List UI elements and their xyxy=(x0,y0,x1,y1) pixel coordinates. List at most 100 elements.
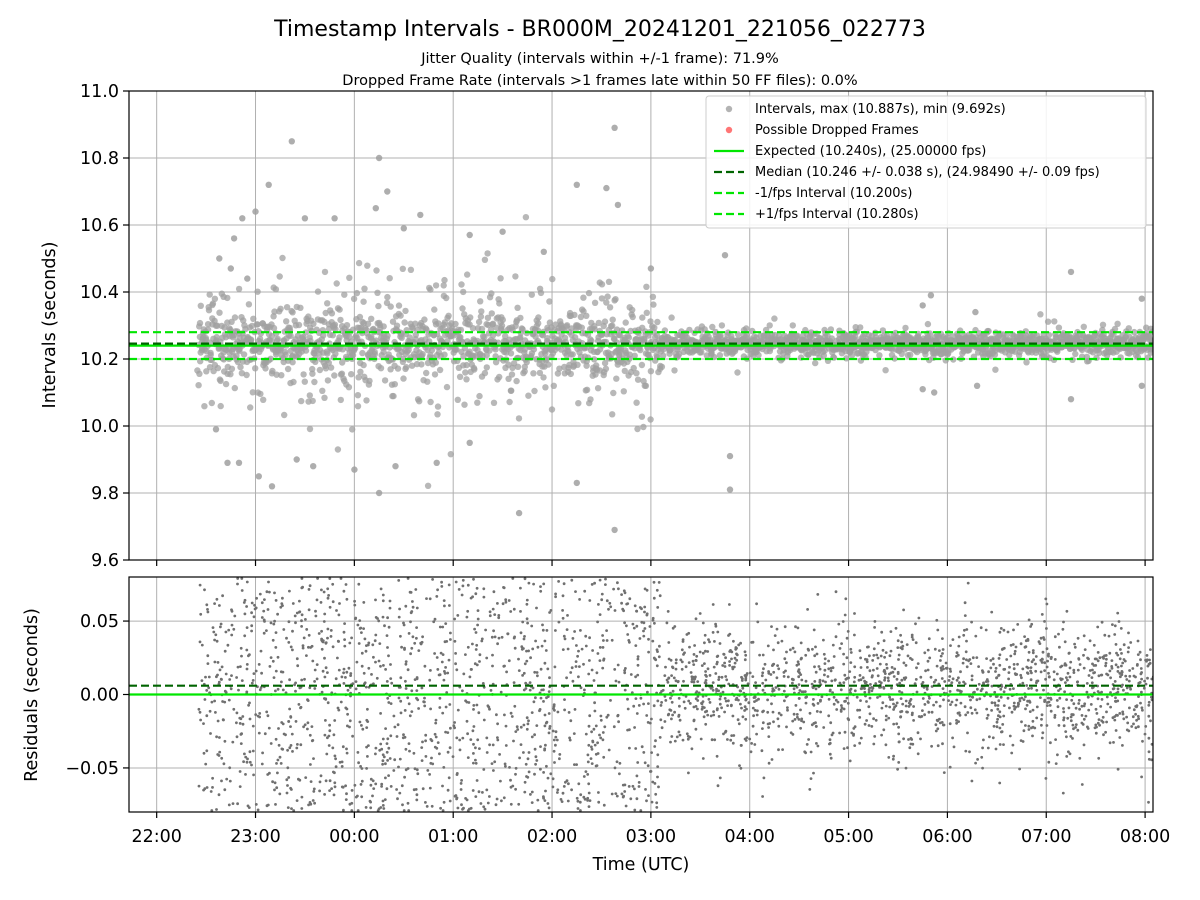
residual-point xyxy=(206,608,209,611)
residual-point xyxy=(1063,640,1067,644)
interval-point xyxy=(1125,325,1133,332)
chart-subtitle-jitter: Jitter Quality (intervals within +/-1 fr… xyxy=(420,51,779,67)
residual-point xyxy=(586,753,590,757)
residual-point xyxy=(974,634,978,638)
residual-point xyxy=(1062,718,1065,722)
residual-point xyxy=(597,800,601,804)
interval-point xyxy=(321,268,329,276)
interval-point xyxy=(497,275,504,282)
residual-point xyxy=(714,624,718,628)
interval-point xyxy=(622,319,629,326)
residual-point xyxy=(407,702,411,706)
interval-point xyxy=(1044,318,1052,325)
legend-box xyxy=(705,95,1147,229)
residual-point xyxy=(665,621,669,625)
interval-point xyxy=(717,332,724,339)
residual-point xyxy=(955,719,958,722)
residual-point xyxy=(888,654,892,658)
interval-point xyxy=(217,377,224,385)
residual-point xyxy=(594,752,598,756)
residual-point xyxy=(970,695,974,699)
residual-point xyxy=(696,680,700,683)
residual-point xyxy=(579,809,582,812)
residual-point xyxy=(197,707,201,711)
residual-point xyxy=(386,737,390,741)
interval-point xyxy=(334,446,342,453)
residual-point xyxy=(963,614,967,617)
residual-point xyxy=(258,688,262,692)
residual-point xyxy=(399,634,402,638)
residual-point xyxy=(1113,624,1117,628)
residual-point xyxy=(215,597,219,601)
residual-point xyxy=(458,738,462,742)
residual-point xyxy=(303,723,307,727)
residual-point xyxy=(761,795,764,798)
interval-point xyxy=(276,273,283,280)
residual-point xyxy=(733,661,737,665)
interval-point xyxy=(201,403,208,410)
residual-point xyxy=(583,797,587,801)
interval-point xyxy=(386,275,393,282)
residual-point xyxy=(1021,681,1025,685)
residual-point xyxy=(738,764,741,767)
residual-point xyxy=(512,739,515,743)
residual-point xyxy=(497,614,501,617)
residual-point xyxy=(496,736,499,739)
residual-point xyxy=(892,702,895,706)
interval-point xyxy=(726,486,734,493)
residual-point xyxy=(587,724,591,728)
interval-point xyxy=(519,326,526,333)
residual-point xyxy=(637,704,641,707)
interval-point xyxy=(609,316,616,323)
residual-point xyxy=(401,803,404,807)
residual-point xyxy=(737,722,741,726)
residual-point xyxy=(1012,701,1016,705)
interval-point xyxy=(269,367,276,375)
residual-point xyxy=(314,609,317,613)
residual-point xyxy=(1144,725,1148,728)
residual-point xyxy=(407,809,411,812)
residual-point xyxy=(244,773,247,776)
residual-point xyxy=(432,620,436,624)
residual-point xyxy=(926,668,930,672)
interval-point xyxy=(1131,328,1138,336)
residual-point xyxy=(730,650,734,654)
residual-point xyxy=(1125,715,1128,719)
residual-point xyxy=(848,759,852,763)
residual-point xyxy=(269,621,273,625)
residual-point xyxy=(928,656,932,660)
interval-point xyxy=(546,298,553,305)
residual-point xyxy=(667,657,671,661)
residual-point xyxy=(425,597,428,600)
residual-point xyxy=(254,803,258,806)
residual-point xyxy=(964,713,968,717)
residual-point xyxy=(466,583,470,587)
residual-point xyxy=(996,704,1000,707)
residual-point xyxy=(476,738,480,742)
intervals-plot-frame xyxy=(128,90,1154,561)
residual-point xyxy=(490,635,494,639)
residual-point xyxy=(559,798,563,801)
residual-point xyxy=(1040,613,1044,616)
residual-point xyxy=(294,689,297,693)
residual-point xyxy=(1086,656,1089,660)
interval-point xyxy=(401,319,408,326)
residual-point xyxy=(459,788,463,791)
residual-point xyxy=(658,644,661,648)
residual-point xyxy=(739,702,742,706)
residual-point xyxy=(591,739,595,743)
interval-point xyxy=(542,384,549,391)
interval-point xyxy=(548,406,556,413)
residual-point xyxy=(300,795,304,799)
residual-point xyxy=(706,650,710,653)
residual-point xyxy=(1007,677,1010,681)
residual-point xyxy=(527,751,531,754)
residual-point xyxy=(985,716,989,720)
residual-point xyxy=(402,809,406,812)
interval-point xyxy=(1023,359,1030,366)
residual-point xyxy=(525,649,528,653)
residual-point xyxy=(957,635,961,639)
residual-point xyxy=(548,676,551,680)
residual-point xyxy=(278,755,282,759)
residual-point xyxy=(1046,696,1050,700)
